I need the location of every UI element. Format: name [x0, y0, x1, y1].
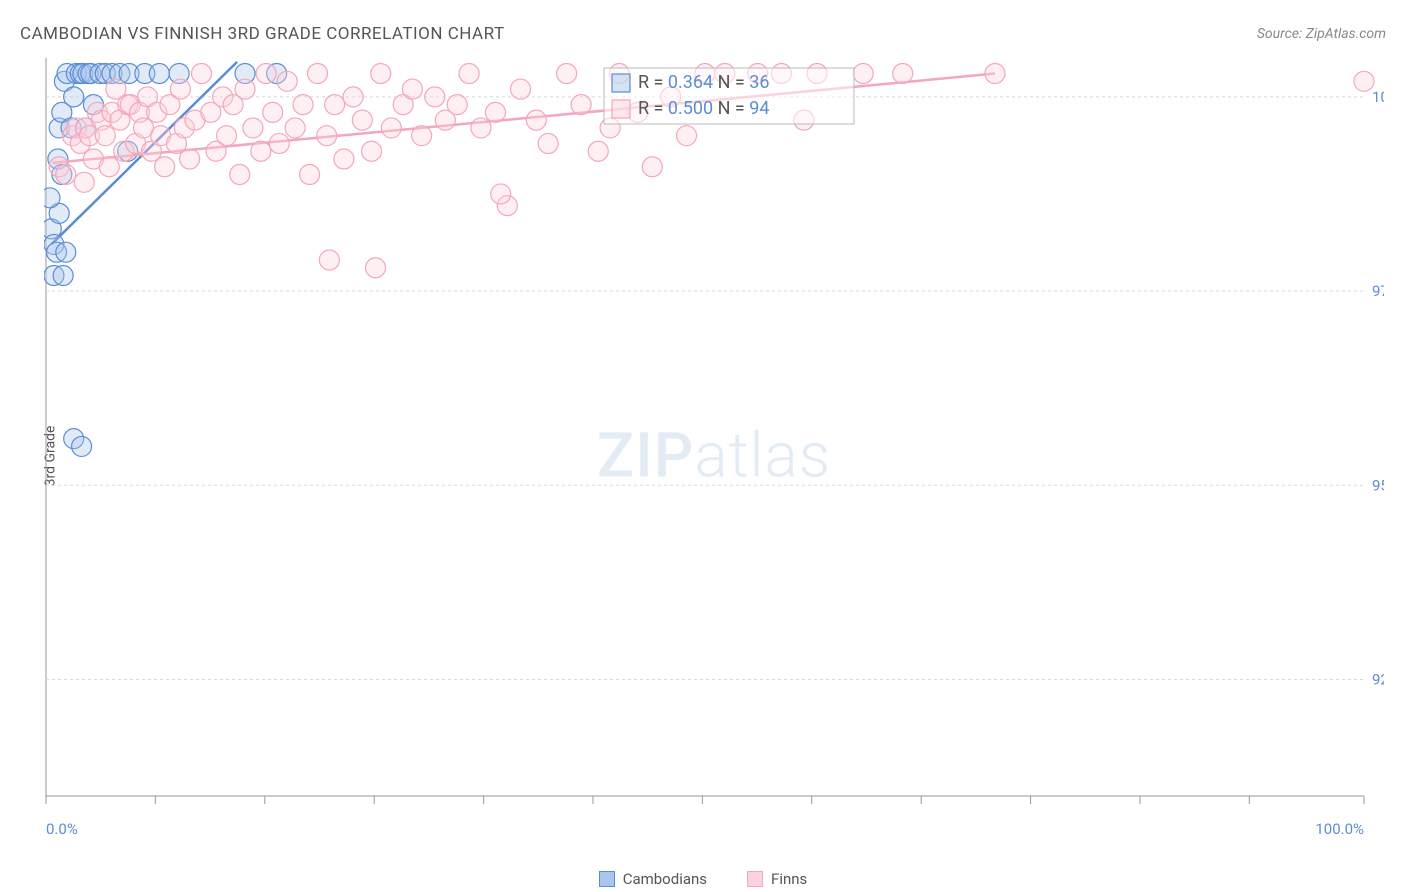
data-point — [381, 118, 401, 138]
chart-title: CAMBODIAN VS FINNISH 3RD GRADE CORRELATI… — [20, 24, 505, 44]
data-point — [56, 165, 76, 185]
data-point — [557, 64, 577, 84]
legend-swatch — [599, 871, 615, 887]
data-point — [334, 149, 354, 169]
chart-container: 3rd Grade 92.5%95.0%97.5%100.0%0.0%100.0… — [44, 56, 1384, 856]
data-point — [217, 126, 237, 146]
svg-text:R = 0.364 N = 36: R = 0.364 N = 36 — [638, 72, 769, 93]
data-point — [412, 126, 432, 146]
data-point — [53, 266, 73, 286]
data-point — [72, 436, 92, 456]
source-label: Source: ZipAtlas.com — [1257, 26, 1386, 42]
data-point — [149, 64, 169, 84]
data-point — [319, 250, 339, 270]
data-point — [155, 157, 175, 177]
data-point — [243, 118, 263, 138]
data-point — [235, 79, 255, 99]
y-tick-label: 100.0% — [1372, 88, 1384, 106]
y-tick-label: 95.0% — [1372, 476, 1384, 494]
data-point — [371, 64, 391, 84]
data-point — [251, 141, 271, 161]
data-point — [64, 87, 84, 107]
data-point — [526, 110, 546, 130]
data-point — [256, 64, 276, 84]
data-point — [352, 110, 372, 130]
data-point — [99, 157, 119, 177]
data-point — [180, 149, 200, 169]
legend-item: Cambodians — [599, 870, 707, 888]
legend-item: Finns — [747, 870, 807, 888]
data-point — [571, 95, 591, 115]
data-point — [170, 79, 190, 99]
data-point — [230, 165, 250, 185]
data-point — [677, 126, 697, 146]
data-point — [459, 64, 479, 84]
data-point — [402, 79, 422, 99]
footer-legend: Cambodians Finns — [0, 870, 1406, 888]
data-point — [325, 95, 345, 115]
data-point — [95, 126, 115, 146]
x-tick-label-last: 100.0% — [1315, 820, 1364, 838]
data-point — [588, 141, 608, 161]
data-point — [491, 184, 511, 204]
y-tick-label: 97.5% — [1372, 282, 1384, 300]
data-point — [300, 165, 320, 185]
data-point — [471, 118, 491, 138]
data-point — [362, 141, 382, 161]
data-point — [293, 95, 313, 115]
data-point — [277, 71, 297, 91]
data-point — [510, 79, 530, 99]
legend-label: Finns — [771, 870, 807, 888]
data-point — [642, 157, 662, 177]
data-point — [893, 64, 913, 84]
data-point — [538, 133, 558, 153]
data-point — [44, 188, 60, 208]
y-tick-label: 92.5% — [1372, 670, 1384, 688]
data-point — [74, 172, 94, 192]
legend-label: Cambodians — [623, 870, 707, 888]
data-point — [425, 87, 445, 107]
x-tick-label-first: 0.0% — [46, 820, 78, 838]
scatter-chart: 92.5% 95.0% 97.5% 100.0% 0.0% 100.0% R = 0.364… — [44, 56, 1384, 846]
data-point — [263, 102, 283, 122]
data-point — [853, 64, 873, 84]
data-point — [308, 64, 328, 84]
data-point — [269, 133, 289, 153]
data-point — [192, 64, 212, 84]
data-point — [985, 64, 1005, 84]
stat-legend: R = 0.364 N = 36 R = 0.500 N = 94 — [604, 68, 854, 124]
data-point — [56, 242, 76, 262]
data-point — [285, 118, 305, 138]
data-point — [343, 87, 363, 107]
data-point — [485, 102, 505, 122]
data-point — [366, 258, 386, 278]
data-point — [447, 95, 467, 115]
svg-text:R = 0.500 N = 94: R = 0.500 N = 94 — [638, 98, 769, 119]
legend-swatch — [747, 871, 763, 887]
data-point — [317, 126, 337, 146]
data-point — [1354, 71, 1374, 91]
